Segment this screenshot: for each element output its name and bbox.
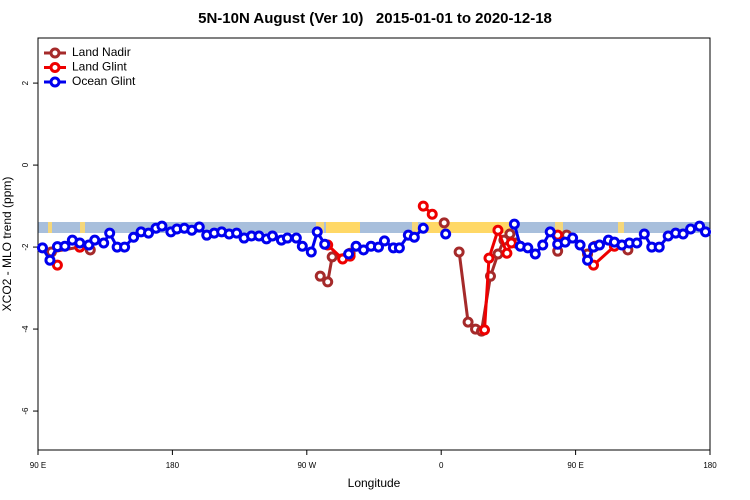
data-point: [326, 251, 338, 263]
data-point: [537, 239, 549, 251]
data-point: [426, 208, 438, 220]
data-point: [319, 238, 331, 250]
data-point: [417, 222, 429, 234]
x-tick-label: 90 E: [567, 461, 583, 470]
data-point: [677, 228, 689, 240]
data-point: [314, 270, 326, 282]
data-point: [231, 227, 243, 239]
data-point: [98, 237, 110, 249]
data-point: [505, 237, 517, 249]
x-tick-label: 90 W: [297, 461, 316, 470]
x-axis-label: Longitude: [348, 476, 401, 490]
data-point: [479, 324, 491, 336]
data-point: [529, 248, 541, 260]
y-tick-label: -4: [21, 325, 30, 333]
data-point: [492, 224, 504, 236]
data-point: [462, 316, 474, 328]
data-point: [44, 254, 56, 266]
y-tick-label: -2: [21, 243, 30, 251]
data-point: [89, 234, 101, 246]
data-point: [508, 218, 520, 230]
data-point: [281, 232, 293, 244]
data-point: [59, 240, 71, 252]
data-point: [266, 230, 278, 242]
chart-title: 5N-10N August (Ver 10) 2015-01-01 to 202…: [198, 10, 552, 27]
data-point: [567, 232, 579, 244]
data-point: [438, 217, 450, 229]
data-point: [593, 239, 605, 251]
data-point: [504, 228, 516, 240]
legend-label: Ocean Glint: [72, 74, 136, 88]
x-tick-label: 180: [703, 461, 717, 470]
data-point: [143, 227, 155, 239]
data-point: [128, 231, 140, 243]
data-point: [378, 235, 390, 247]
x-tick-label: 0: [439, 461, 444, 470]
legend-marker: [49, 47, 61, 59]
data-point: [631, 237, 643, 249]
data-point: [653, 241, 665, 253]
data-point: [51, 259, 63, 271]
data-point: [296, 240, 308, 252]
data-point: [544, 226, 556, 238]
y-tick-label: -6: [21, 407, 30, 415]
data-point: [483, 252, 495, 264]
data-point: [417, 200, 429, 212]
data-point: [700, 226, 712, 238]
data-point: [408, 231, 420, 243]
data-point: [440, 228, 452, 240]
x-tick-label: 180: [166, 461, 180, 470]
data-point: [393, 242, 405, 254]
x-tick-label: 90 E: [30, 461, 46, 470]
y-axis-label: XCO2 - MLO trend (ppm): [0, 177, 14, 312]
data-point: [119, 241, 131, 253]
data-point: [522, 242, 534, 254]
legend-label: Land Glint: [72, 60, 127, 74]
data-point: [574, 239, 586, 251]
legend-marker: [49, 76, 61, 88]
legend-label: Land Nadir: [72, 45, 131, 59]
plot-frame: [37, 37, 711, 451]
data-point: [74, 237, 86, 249]
data-point: [305, 246, 317, 258]
data-point: [36, 242, 48, 254]
data-point: [193, 221, 205, 233]
data-point: [453, 246, 465, 258]
data-point: [104, 227, 116, 239]
legend-marker: [49, 62, 61, 73]
data-point: [685, 223, 697, 235]
data-point: [156, 220, 168, 232]
data-point: [322, 276, 334, 288]
data-point: [582, 254, 594, 266]
y-tick-label: 0: [21, 162, 30, 167]
data-point: [290, 232, 302, 244]
data-point: [343, 248, 355, 260]
data-point: [311, 226, 323, 238]
data-point: [492, 248, 504, 260]
data-point: [501, 247, 513, 259]
data-point: [638, 228, 650, 240]
data-point: [372, 241, 384, 253]
y-tick-label: 2: [21, 80, 30, 85]
